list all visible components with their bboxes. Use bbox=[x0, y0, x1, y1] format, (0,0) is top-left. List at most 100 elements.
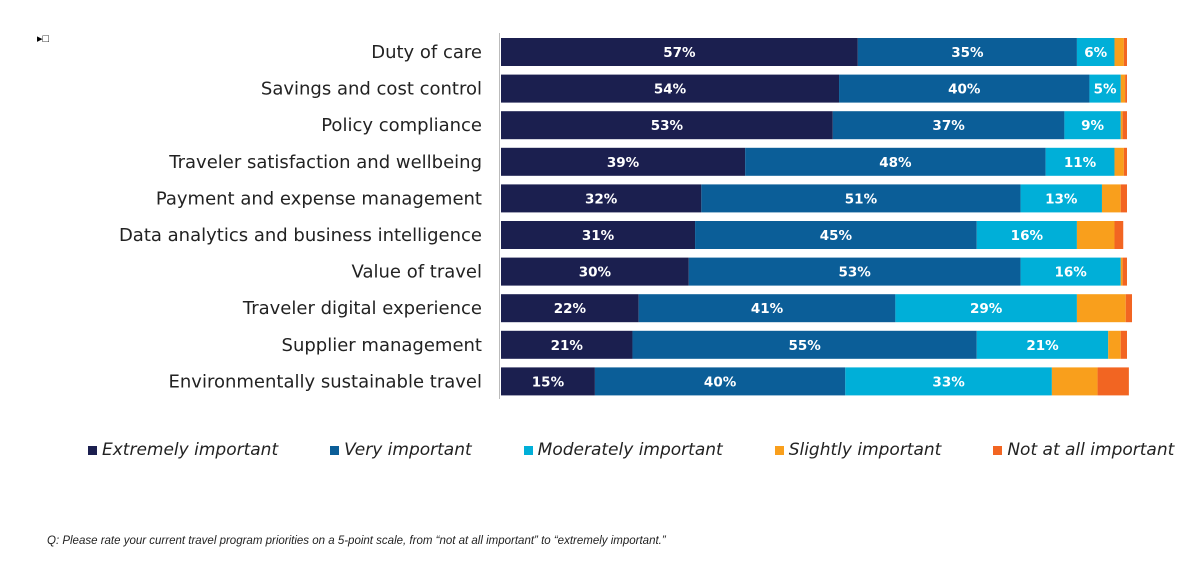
bar-segment bbox=[638, 294, 896, 323]
data-label: 55% bbox=[788, 338, 821, 354]
bar-segment bbox=[501, 330, 633, 359]
data-label: 37% bbox=[932, 118, 965, 134]
bar-segment bbox=[1101, 184, 1121, 213]
data-label: 16% bbox=[1054, 265, 1087, 281]
data-label: 29% bbox=[970, 301, 1003, 317]
bar-segment bbox=[832, 111, 1065, 140]
category-label: Data analytics and business intelligence bbox=[119, 225, 482, 246]
bar-segment bbox=[1076, 221, 1115, 249]
bar-segment bbox=[1045, 147, 1115, 176]
category-label: Value of travel bbox=[352, 262, 482, 283]
category-label: Traveler satisfaction and wellbeing bbox=[168, 152, 482, 173]
bar-segment bbox=[501, 294, 639, 323]
bar-segment bbox=[845, 367, 1052, 396]
data-label: 33% bbox=[932, 374, 965, 390]
bar-segment bbox=[1051, 367, 1098, 396]
bar-segment bbox=[1122, 111, 1127, 140]
data-label: 32% bbox=[585, 191, 618, 207]
bar-segment bbox=[695, 221, 977, 249]
bar-segment bbox=[594, 367, 846, 396]
legend-swatch bbox=[774, 445, 784, 455]
bar-segment bbox=[501, 221, 696, 249]
data-label: 9% bbox=[1081, 118, 1104, 134]
legend-swatch bbox=[523, 445, 533, 455]
data-label: 5% bbox=[1094, 82, 1117, 98]
legend-swatch bbox=[88, 445, 97, 455]
legend-item: Slightly important bbox=[774, 440, 942, 460]
data-label: 51% bbox=[845, 191, 878, 207]
legend-label: Very important bbox=[344, 440, 472, 460]
legend-item: Very important bbox=[330, 440, 472, 460]
data-label: 53% bbox=[839, 265, 872, 281]
bar-segment bbox=[1097, 367, 1129, 396]
category-label: Payment and expense management bbox=[156, 188, 482, 209]
legend-label: Moderately important bbox=[537, 440, 723, 460]
data-label: 11% bbox=[1064, 155, 1097, 171]
bar-segment bbox=[895, 294, 1077, 323]
data-label: 35% bbox=[951, 45, 984, 61]
category-label: Traveler digital experience bbox=[242, 298, 482, 319]
bar-segment bbox=[1020, 184, 1102, 213]
bar-segment bbox=[1076, 38, 1115, 66]
category-label: Duty of care bbox=[371, 42, 482, 63]
legend-label: Extremely important bbox=[102, 440, 279, 460]
data-label: 21% bbox=[551, 338, 584, 354]
bar-segment bbox=[1120, 111, 1123, 140]
category-label: Supplier management bbox=[282, 335, 482, 356]
data-label: 45% bbox=[820, 228, 853, 244]
category-label: Environmentally sustainable travel bbox=[169, 371, 482, 392]
bar-segment bbox=[857, 38, 1077, 66]
bar-segment bbox=[1125, 294, 1133, 323]
bar-segment bbox=[745, 147, 1046, 176]
category-label: Policy compliance bbox=[321, 115, 482, 136]
bar-segment bbox=[501, 147, 746, 176]
stacked-bar-chart: Duty of care 57% 35% 6% Savings and cost con… bbox=[119, 33, 1133, 399]
data-label: 41% bbox=[751, 301, 784, 317]
bar-segment bbox=[688, 257, 1021, 286]
data-label: 48% bbox=[879, 155, 912, 171]
bar-segment bbox=[501, 257, 689, 286]
data-label: 54% bbox=[654, 82, 687, 98]
data-label: 30% bbox=[579, 265, 612, 281]
legend-item: Moderately important bbox=[523, 440, 723, 460]
data-label: 53% bbox=[651, 118, 684, 134]
bar-segment bbox=[1123, 147, 1127, 176]
bar-segment bbox=[501, 367, 595, 396]
bar-segment bbox=[1120, 74, 1126, 103]
data-label: 13% bbox=[1045, 191, 1078, 207]
bar-segment bbox=[1120, 184, 1127, 213]
data-label: 15% bbox=[532, 374, 565, 390]
bar-segment bbox=[1122, 257, 1127, 286]
mouse-cursor-icon: ▸□ bbox=[37, 33, 50, 45]
data-label: 6% bbox=[1084, 45, 1107, 61]
data-label: 31% bbox=[582, 228, 615, 244]
bar-segment bbox=[976, 221, 1077, 249]
legend-swatch bbox=[993, 445, 1003, 455]
bar-segment bbox=[839, 74, 1090, 103]
bar-segment bbox=[1076, 294, 1126, 323]
bar-segment bbox=[501, 74, 840, 103]
bar-segment bbox=[1125, 74, 1127, 103]
legend-swatch bbox=[330, 445, 340, 455]
data-label: 57% bbox=[663, 45, 696, 61]
legend-label: Not at all important bbox=[1007, 440, 1175, 460]
bar-segment bbox=[501, 38, 858, 66]
data-label: 40% bbox=[948, 82, 981, 98]
bar-segment bbox=[632, 330, 977, 359]
data-label: 39% bbox=[607, 155, 640, 171]
bar-segment bbox=[1120, 330, 1127, 359]
legend-label: Slightly important bbox=[788, 440, 942, 460]
bar-segment bbox=[1114, 221, 1124, 249]
legend-item: Extremely important bbox=[88, 440, 278, 460]
bar-segment bbox=[701, 184, 1021, 213]
bar-segment bbox=[501, 184, 702, 213]
bar-segment bbox=[1120, 257, 1123, 286]
bar-segment bbox=[1064, 111, 1121, 140]
footnote: Q: Please rate your current travel progr… bbox=[47, 535, 666, 547]
data-label: 16% bbox=[1011, 228, 1044, 244]
bar-segment bbox=[976, 330, 1109, 359]
bar-segment bbox=[501, 111, 833, 140]
bar-segment bbox=[1123, 38, 1127, 66]
bar-segment bbox=[1108, 330, 1121, 359]
bar-segment bbox=[1114, 147, 1124, 176]
